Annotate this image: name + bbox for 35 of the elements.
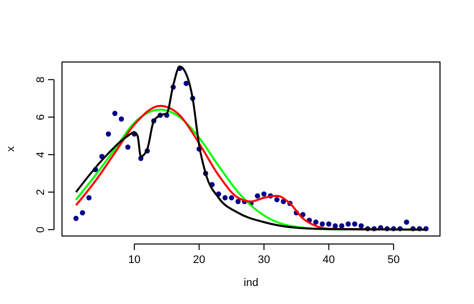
point <box>228 195 234 200</box>
point <box>112 110 118 116</box>
point <box>184 80 189 86</box>
y-tick-label: 2 <box>35 189 47 196</box>
point <box>106 131 112 137</box>
point <box>80 210 86 216</box>
point <box>339 223 344 228</box>
x-tick-label: 50 <box>387 254 400 266</box>
point <box>332 223 338 228</box>
point <box>346 221 351 227</box>
point <box>73 216 79 221</box>
x-tick-label: 10 <box>128 254 140 266</box>
x-axis-title: ind <box>244 277 258 289</box>
x-tick-label: 20 <box>193 254 206 266</box>
point <box>235 198 241 204</box>
point <box>86 195 92 200</box>
point <box>222 195 228 200</box>
point <box>326 221 332 227</box>
point <box>358 223 364 228</box>
point <box>125 144 130 150</box>
x-tick-label: 40 <box>322 254 335 266</box>
y-tick-label: 0 <box>35 226 47 233</box>
y-axis-title: x <box>5 146 17 152</box>
point <box>254 193 260 198</box>
x-tick-label: 30 <box>258 254 270 266</box>
y-tick-label: 8 <box>35 76 47 83</box>
point <box>274 197 280 202</box>
point <box>118 116 124 122</box>
point <box>313 220 318 225</box>
point <box>261 191 267 197</box>
point <box>320 221 325 227</box>
point <box>404 220 410 225</box>
y-tick-label: 4 <box>35 152 47 158</box>
y-tick-label: 6 <box>35 114 47 120</box>
point <box>352 221 358 227</box>
